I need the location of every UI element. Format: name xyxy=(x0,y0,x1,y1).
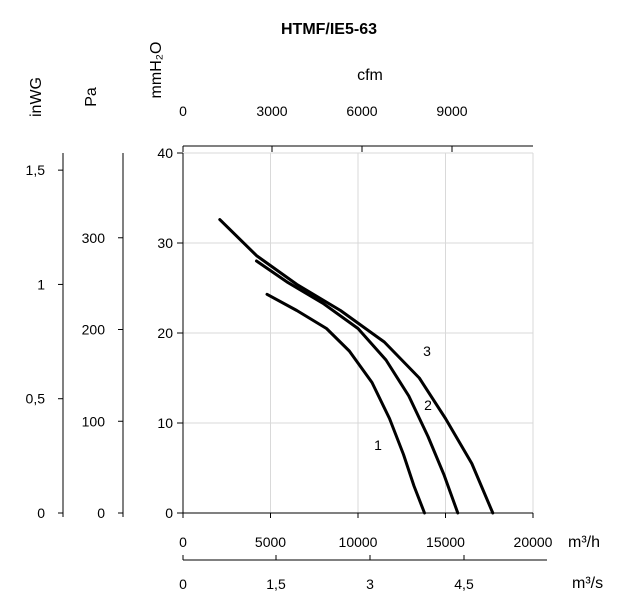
performance-curve-3 xyxy=(218,218,495,515)
mmh2o-tick-label-1: 10 xyxy=(157,415,173,431)
cfm-tick-label-3: 9000 xyxy=(436,103,467,119)
inwg-tick-label-0: 0 xyxy=(37,505,45,521)
pa-tick-label-3: 300 xyxy=(82,230,106,246)
m3s-axis-label: m³/s xyxy=(572,575,603,592)
cfm-axis-label: cfm xyxy=(357,67,383,84)
m3s-tick-label-2: 3 xyxy=(366,576,374,592)
mmh2o-tick-label-2: 20 xyxy=(157,325,173,341)
chart-title: HTMF/IE5-63 xyxy=(281,21,377,38)
cfm-tick-label-2: 6000 xyxy=(346,103,377,119)
m3h-axis-label: m³/h xyxy=(568,534,600,551)
curve-labels: 1 2 3 xyxy=(374,343,432,453)
pa-tick-label-1: 100 xyxy=(82,413,106,429)
performance-curve-1 xyxy=(265,292,426,515)
m3h-tick-label-3: 15000 xyxy=(426,534,465,550)
pa-tick-label-2: 200 xyxy=(82,322,106,338)
m3h-tick-label-0: 0 xyxy=(179,534,187,550)
mmh2o-axis-label: mmH₂O xyxy=(148,42,165,99)
inwg-axis-label: inWG xyxy=(28,77,45,117)
inwg-tick-label-1: 0,5 xyxy=(26,391,46,407)
inwg-tick-label-2: 1 xyxy=(37,276,45,292)
cfm-tick-label-1: 3000 xyxy=(256,103,287,119)
curve-label-2: 2 xyxy=(424,397,432,413)
m3h-tick-label-2: 10000 xyxy=(339,534,378,550)
performance-curve-2 xyxy=(255,259,460,515)
gridlines xyxy=(183,152,534,513)
m3h-tick-label-4: 20000 xyxy=(514,534,553,550)
pa-axis-label: Pa xyxy=(83,87,100,107)
m3s-tick-label-1: 1,5 xyxy=(266,576,286,592)
curve-label-1: 1 xyxy=(374,437,382,453)
mmh2o-tick-label-0: 0 xyxy=(165,505,173,521)
curve-label-3: 3 xyxy=(423,343,431,359)
mmh2o-tick-label-3: 30 xyxy=(157,235,173,251)
m3s-tick-label-3: 4,5 xyxy=(454,576,474,592)
mmh2o-tick-label-4: 40 xyxy=(157,145,173,161)
cfm-tick-label-0: 0 xyxy=(179,103,187,119)
m3s-tick-label-0: 0 xyxy=(179,576,187,592)
pa-tick-label-0: 0 xyxy=(97,505,105,521)
performance-curves xyxy=(218,218,495,515)
inwg-tick-label-3: 1,5 xyxy=(26,162,46,178)
m3h-tick-label-1: 5000 xyxy=(255,534,286,550)
